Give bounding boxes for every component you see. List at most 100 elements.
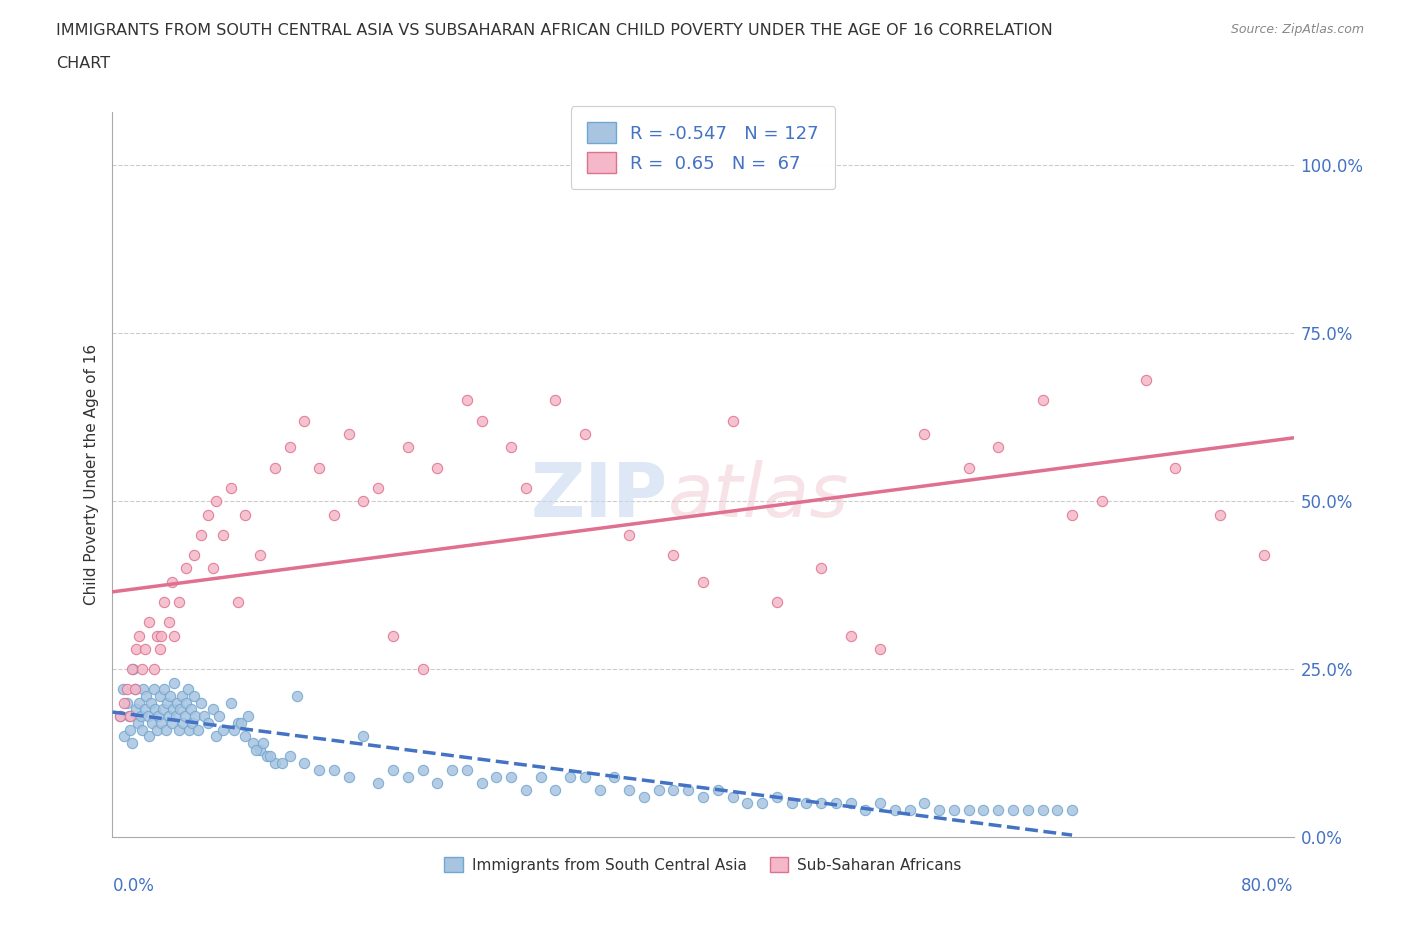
Point [839, 628, 862, 643]
Point [292, 413, 315, 428]
Point [1164, 460, 1187, 475]
Point [470, 776, 494, 790]
Point [323, 507, 346, 522]
Point [323, 763, 346, 777]
Point [367, 480, 389, 495]
Point [173, 709, 195, 724]
Point [149, 642, 172, 657]
Point [129, 709, 152, 724]
Point [183, 548, 205, 563]
Point [134, 702, 156, 717]
Point [134, 642, 156, 657]
Text: ZIP: ZIP [530, 459, 668, 533]
Point [122, 661, 145, 676]
Point [219, 696, 242, 711]
Point [167, 594, 190, 609]
Point [138, 615, 160, 630]
Point [249, 548, 271, 563]
Point [117, 682, 138, 697]
Point [179, 722, 201, 737]
Point [869, 642, 891, 657]
Point [226, 715, 249, 730]
Point [108, 709, 131, 724]
Point [824, 796, 846, 811]
Point [898, 803, 921, 817]
Point [957, 460, 980, 475]
Point [766, 594, 789, 609]
Point [201, 702, 224, 717]
Point [169, 702, 191, 717]
Text: 0.0%: 0.0% [112, 877, 155, 896]
Point [412, 661, 434, 676]
Point [174, 696, 197, 711]
Legend: Immigrants from South Central Asia, Sub-Saharan Africans: Immigrants from South Central Asia, Sub-… [437, 849, 969, 880]
Point [128, 628, 150, 643]
Point [973, 803, 995, 817]
Text: IMMIGRANTS FROM SOUTH CENTRAL ASIA VS SUBSAHARAN AFRICAN CHILD POVERTY UNDER THE: IMMIGRANTS FROM SOUTH CENTRAL ASIA VS SU… [56, 23, 1053, 38]
Point [165, 709, 187, 724]
Point [574, 769, 596, 784]
Point [766, 790, 789, 804]
Point [197, 507, 219, 522]
Point [112, 696, 135, 711]
Point [212, 722, 235, 737]
Point [352, 729, 374, 744]
Point [187, 722, 209, 737]
Point [1032, 393, 1054, 408]
Point [157, 709, 180, 724]
Point [1062, 803, 1084, 817]
Point [692, 575, 714, 590]
Point [264, 460, 287, 475]
Point [810, 796, 832, 811]
Point [1046, 803, 1069, 817]
Point [382, 628, 405, 643]
Point [456, 393, 478, 408]
Point [184, 709, 207, 724]
Point [1062, 507, 1084, 522]
Point [1001, 803, 1024, 817]
Point [205, 729, 228, 744]
Point [914, 796, 936, 811]
Point [166, 696, 188, 711]
Point [337, 427, 360, 442]
Point [529, 769, 551, 784]
Point [942, 803, 965, 817]
Point [163, 628, 186, 643]
Point [352, 494, 374, 509]
Point [855, 803, 877, 817]
Point [219, 480, 242, 495]
Point [1017, 803, 1039, 817]
Point [127, 715, 149, 730]
Point [264, 756, 287, 771]
Point [167, 722, 190, 737]
Point [245, 742, 267, 757]
Point [810, 561, 832, 576]
Point [1253, 548, 1275, 563]
Point [190, 696, 212, 711]
Point [117, 696, 138, 711]
Point [259, 749, 281, 764]
Point [544, 393, 567, 408]
Point [456, 763, 478, 777]
Point [226, 594, 249, 609]
Point [193, 709, 215, 724]
Point [197, 715, 219, 730]
Point [174, 561, 197, 576]
Point [560, 769, 582, 784]
Point [308, 460, 330, 475]
Point [412, 763, 434, 777]
Point [928, 803, 950, 817]
Point [249, 742, 271, 757]
Point [633, 790, 655, 804]
Y-axis label: Child Poverty Under the Age of 16: Child Poverty Under the Age of 16 [83, 344, 98, 604]
Point [132, 682, 155, 697]
Point [987, 803, 1010, 817]
Point [751, 796, 773, 811]
Point [285, 688, 308, 703]
Point [125, 642, 148, 657]
Point [737, 796, 759, 811]
Point [957, 803, 980, 817]
Point [233, 729, 256, 744]
Point [367, 776, 389, 790]
Point [142, 661, 165, 676]
